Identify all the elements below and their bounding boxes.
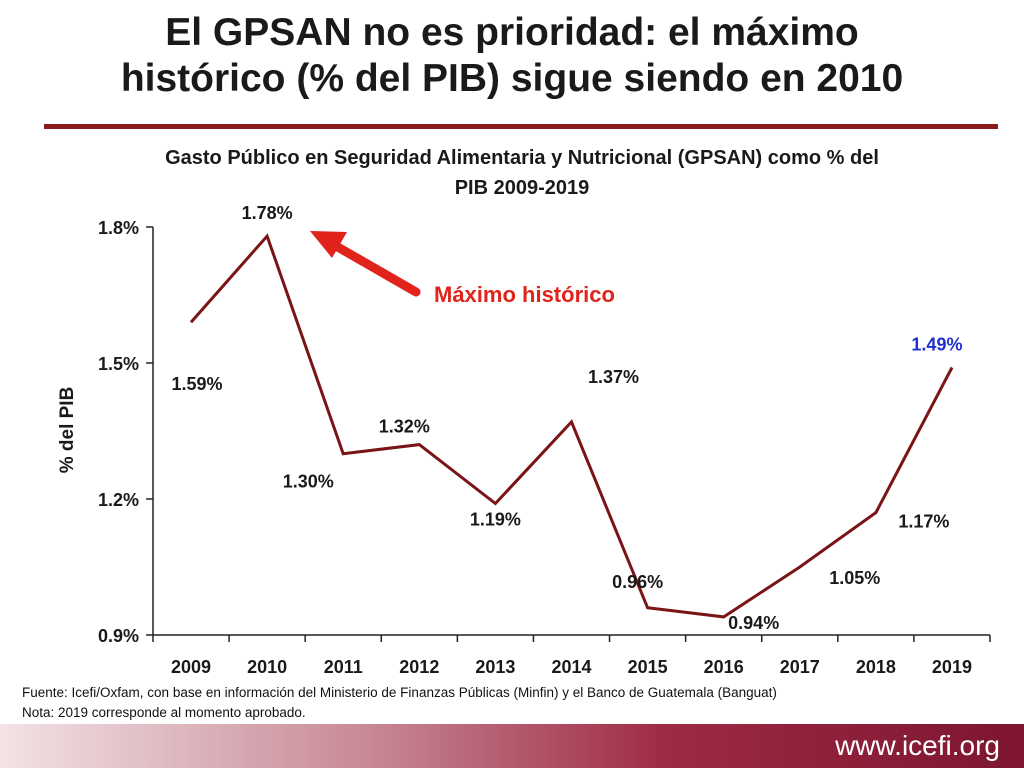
data-label: 1.32% xyxy=(379,417,430,437)
source-note: Fuente: Icefi/Oxfam, con base en informa… xyxy=(22,685,777,700)
slide-title-line-2: histórico (% del PIB) sigue siendo en 20… xyxy=(120,57,904,100)
y-tick-label: 1.2% xyxy=(98,490,139,510)
data-label: 1.37% xyxy=(588,367,639,387)
annotation-arrowhead-icon xyxy=(310,231,347,258)
data-label: 1.59% xyxy=(172,374,223,394)
data-label: 1.30% xyxy=(283,472,334,492)
chart-title-line-2: PIB 2009-2019 xyxy=(455,177,590,199)
data-label: 0.94% xyxy=(728,613,779,633)
chart-series xyxy=(189,233,954,619)
x-tick-label: 2013 xyxy=(475,657,515,677)
y-tick-label: 0.9% xyxy=(98,626,139,646)
data-label: 1.78% xyxy=(242,203,293,223)
data-label: 1.17% xyxy=(898,512,949,532)
data-label: 0.96% xyxy=(612,572,663,592)
x-tick-label: 2015 xyxy=(628,657,668,677)
annotation-arrow-shaft xyxy=(331,241,421,297)
title-divider xyxy=(44,124,998,129)
y-tick-label: 1.5% xyxy=(98,354,139,374)
x-tick-label: 2011 xyxy=(324,657,363,677)
x-tick-label: 2010 xyxy=(247,657,287,677)
chart-data-labels: 1.59% 1.78% 1.30% 1.32% 1.19% 1.37% 0.96% 0.94%… xyxy=(172,203,963,633)
x-tick-label: 2017 xyxy=(780,657,820,677)
data-label: 1.19% xyxy=(470,510,521,530)
series-line xyxy=(189,233,954,619)
x-tick-label: 2016 xyxy=(704,657,744,677)
slide-title-line-1: El GPSAN no es prioridad: el máximo xyxy=(165,11,859,54)
x-tick-label: 2014 xyxy=(551,657,591,677)
footnote: Nota: 2019 corresponde al momento aproba… xyxy=(22,705,306,720)
y-tick-label: 1.8% xyxy=(98,218,139,238)
data-label: 1.05% xyxy=(829,568,880,588)
x-tick-label: 2012 xyxy=(399,657,439,677)
x-tick-label: 2009 xyxy=(171,657,211,677)
annotation-text: Máximo histórico xyxy=(434,282,615,307)
chart-title-line-1: Gasto Público en Seguridad Alimentaria y… xyxy=(165,147,879,169)
y-axis-label: % del PIB xyxy=(57,387,78,474)
data-label: 1.49% xyxy=(911,335,962,355)
line-chart: Gasto Público en Seguridad Alimentaria y… xyxy=(57,147,991,677)
x-tick-label: 2018 xyxy=(856,657,896,677)
max-annotation: Máximo histórico xyxy=(310,231,615,307)
chart-axes: 0.9% 1.2% 1.5% 1.8% 2009 2010 2011 2012 2013 2014… xyxy=(98,218,991,677)
x-tick-label: 2019 xyxy=(932,657,972,677)
footer-url[interactable]: www.icefi.org xyxy=(835,730,1000,761)
footer-band: www.icefi.org xyxy=(0,724,1024,768)
slide-title: El GPSAN no es prioridad: el máximo hist… xyxy=(0,10,1024,102)
